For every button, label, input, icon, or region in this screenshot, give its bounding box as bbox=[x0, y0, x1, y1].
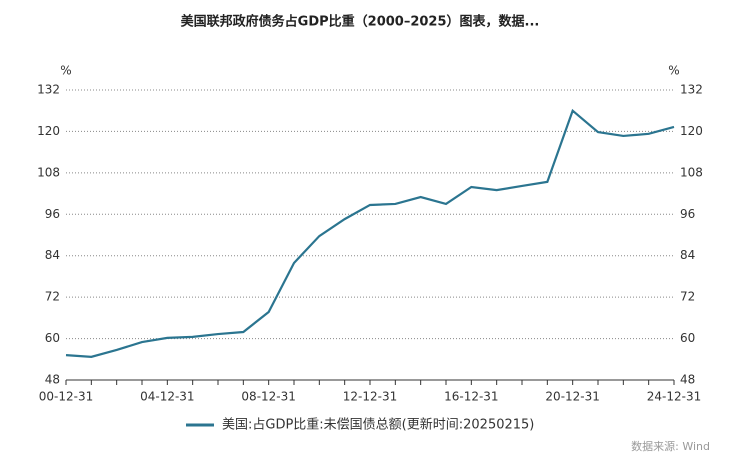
y-tick-label: 120 bbox=[37, 124, 60, 138]
legend-label: 美国:占GDP比重:未偿国债总额(更新时间:20250215) bbox=[222, 417, 534, 433]
x-tick-label: 08-12-31 bbox=[241, 390, 295, 404]
y2-unit: % bbox=[668, 64, 679, 78]
y-tick-label: 60 bbox=[45, 331, 60, 345]
x-tick-label: 04-12-31 bbox=[140, 390, 194, 404]
source: 数据来源: Wind bbox=[631, 439, 710, 453]
y2-tick-label: 96 bbox=[680, 207, 695, 221]
x-tick-label: 20-12-31 bbox=[545, 390, 599, 404]
y2-tick-label: 132 bbox=[680, 83, 703, 97]
y-tick-label: 96 bbox=[45, 207, 60, 221]
x-tick-label: 12-12-31 bbox=[343, 390, 397, 404]
series-line bbox=[65, 108, 675, 358]
y2-tick-label: 60 bbox=[680, 331, 695, 345]
y2-tick-label: 84 bbox=[680, 248, 695, 262]
y-tick-label: 48 bbox=[45, 373, 60, 387]
x-tick-label: 16-12-31 bbox=[444, 390, 498, 404]
y-tick-label: 72 bbox=[45, 290, 60, 304]
y2-tick-label: 108 bbox=[680, 165, 703, 179]
y-unit: % bbox=[60, 64, 71, 78]
y-tick-label: 84 bbox=[45, 248, 60, 262]
y2-tick-label: 120 bbox=[680, 124, 703, 138]
y2-tick-label: 72 bbox=[680, 290, 695, 304]
chart-title: 美国联邦政府债务占GDP比重（2000–2025）图表，数据... bbox=[181, 14, 540, 30]
x-tick-label: 00-12-31 bbox=[39, 390, 93, 404]
y2-tick-label: 48 bbox=[680, 373, 695, 387]
y-tick-label: 108 bbox=[37, 165, 60, 179]
x-tick-label: 24-12-31 bbox=[647, 390, 701, 404]
y-tick-label: 132 bbox=[37, 83, 60, 97]
